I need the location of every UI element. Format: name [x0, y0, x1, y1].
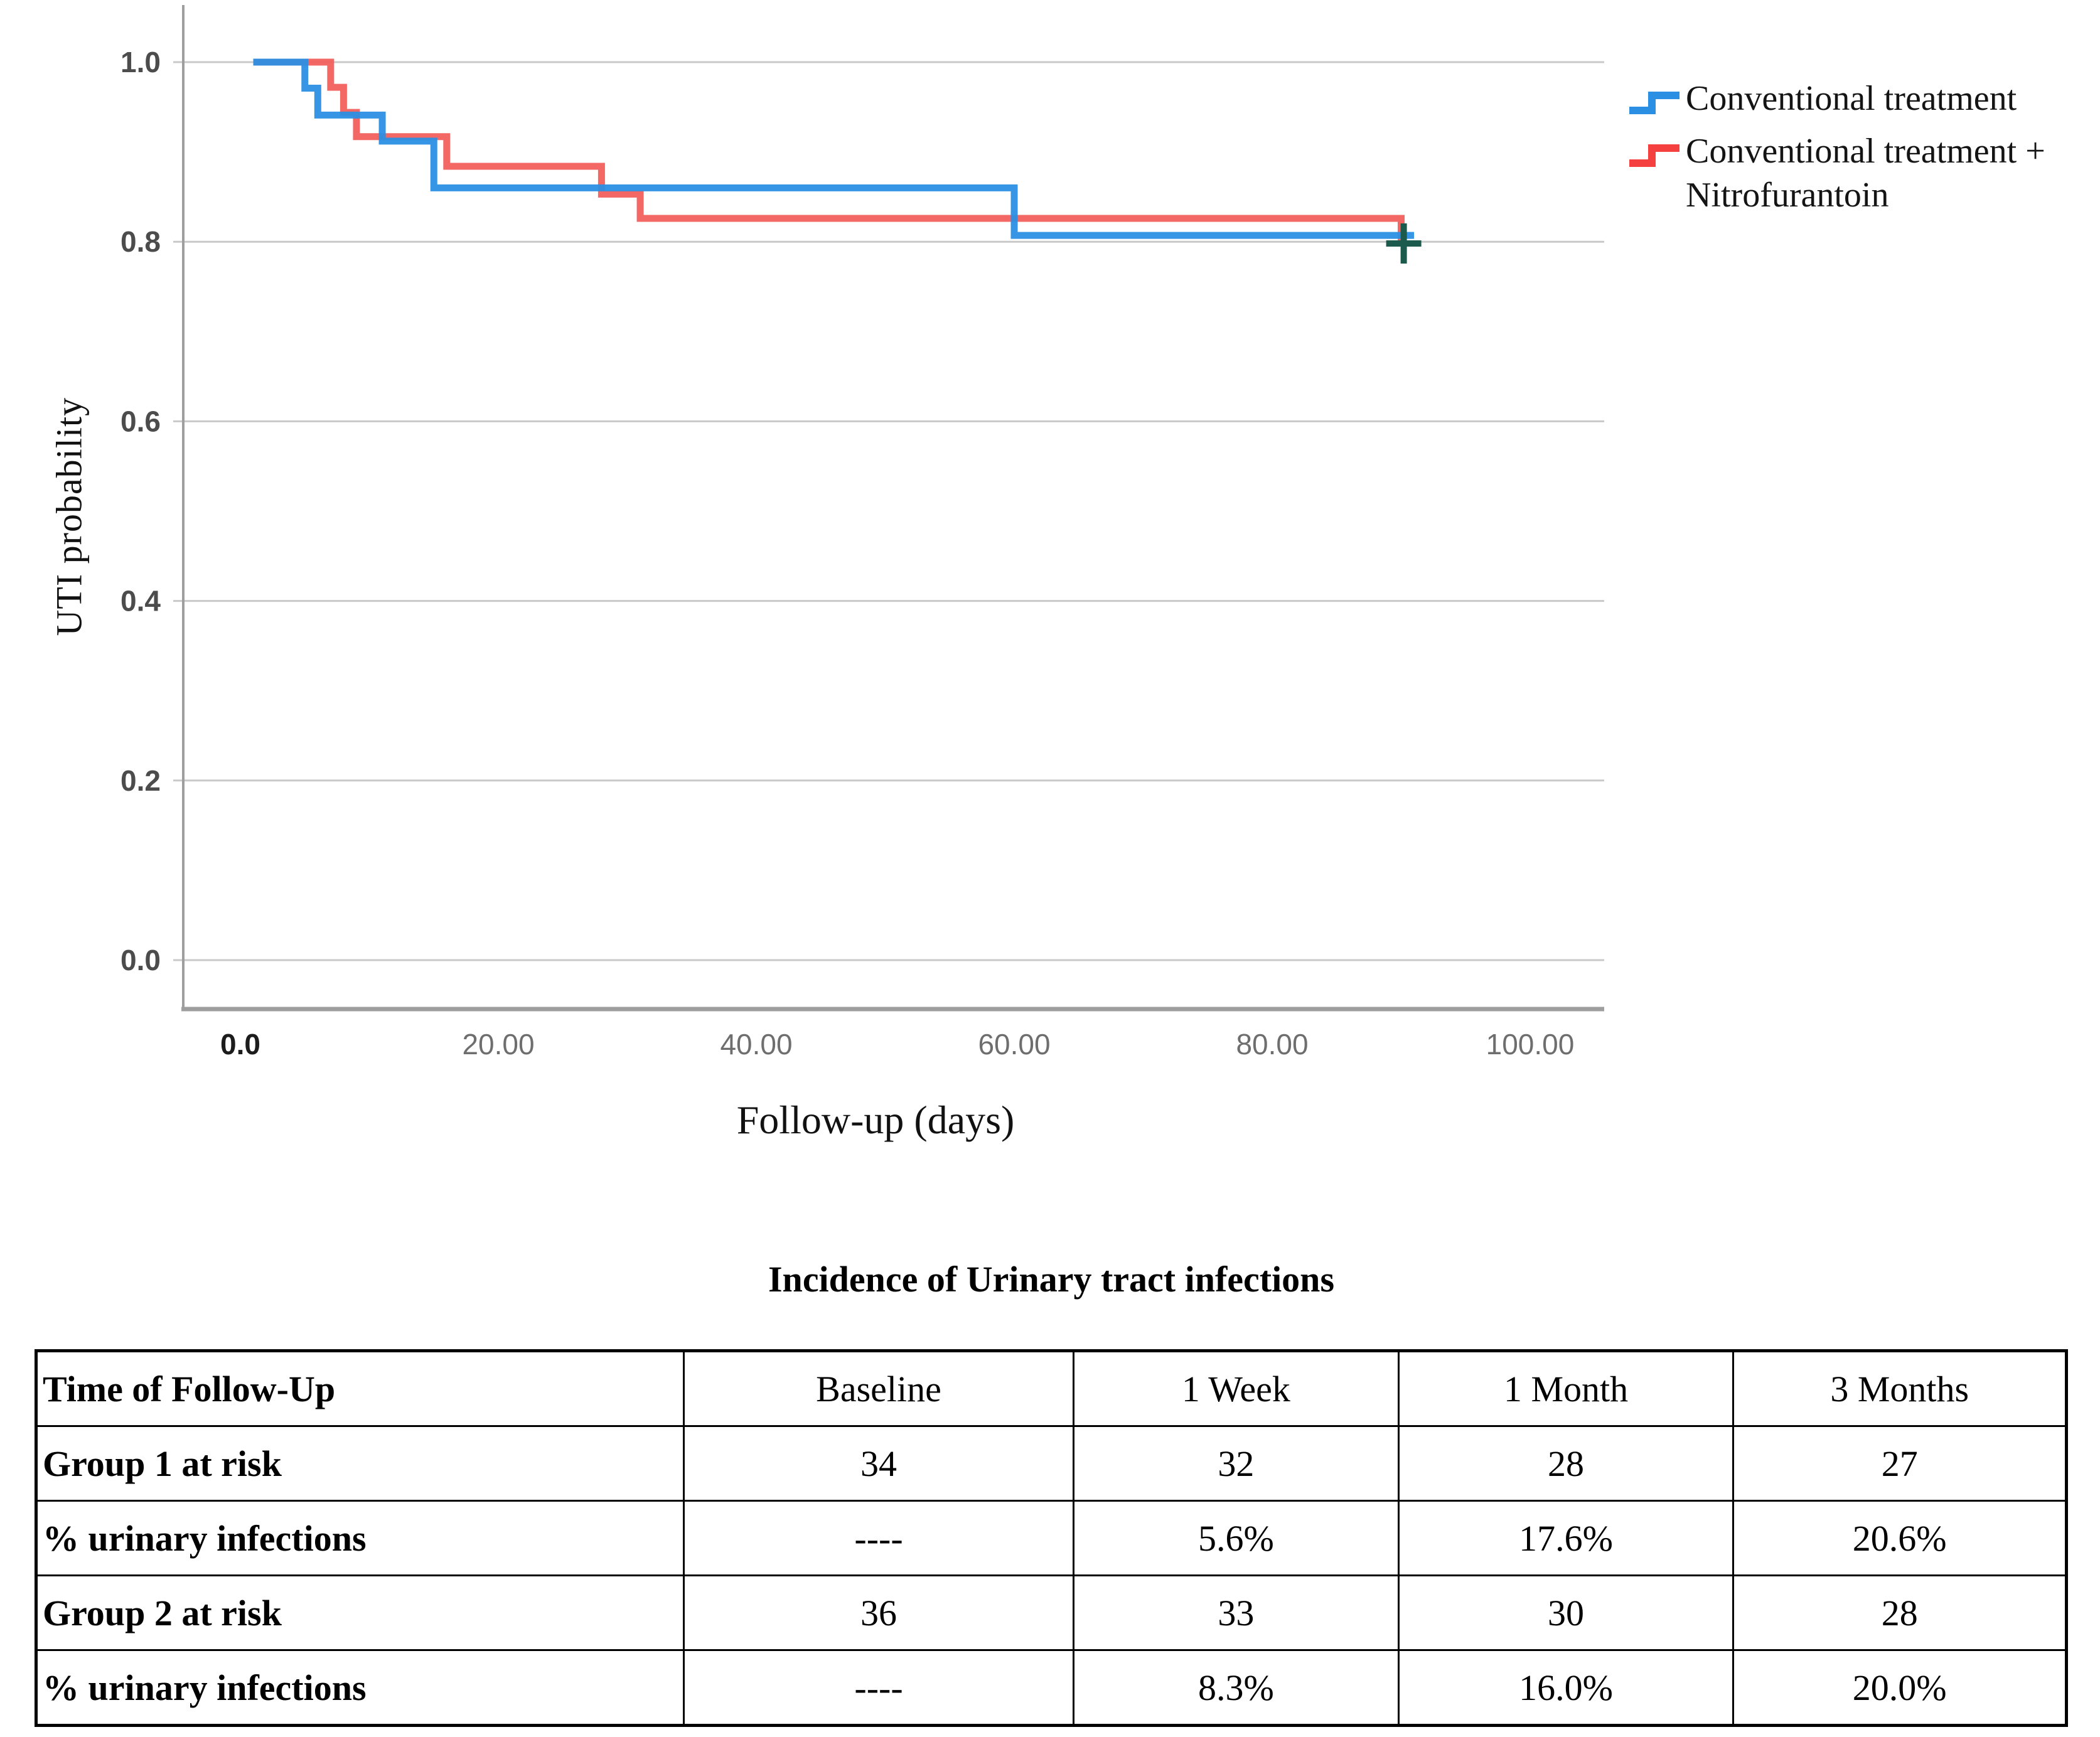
x-tick-label: 60.00 — [978, 1028, 1050, 1061]
y-tick-label: 0.8 — [121, 225, 161, 258]
table-row: Group 2 at risk 36 33 30 28 — [35, 1574, 2067, 1651]
x-tick-label: 0.0 — [220, 1028, 260, 1061]
incidence-table: Time of Follow-Up Baseline 1 Week 1 Month 3 … — [35, 1349, 2068, 1727]
x-tick-label: 100.00 — [1486, 1028, 1575, 1061]
value-cell: 30 — [1397, 1574, 1735, 1651]
legend-label-line1: Conventional treatment + — [1686, 132, 2045, 171]
table-row: % urinary infections ---- 5.6% 17.6% 20.6% — [35, 1500, 2067, 1576]
survival-curve — [253, 58, 1415, 239]
value-cell: 36 — [682, 1574, 1075, 1651]
survival-curve — [253, 58, 1405, 242]
table-header-cell: Baseline — [682, 1350, 1075, 1427]
y-tick-label: 1.0 — [121, 46, 161, 78]
step-line-icon — [1629, 92, 1679, 114]
value-cell: 16.0% — [1397, 1649, 1735, 1726]
chart-legend: Conventional treatment Conventional trea… — [1626, 77, 2090, 226]
table-title: Incidence of Urinary tract infections — [768, 1259, 1335, 1300]
row-label-cell: % urinary infections — [35, 1649, 685, 1726]
value-cell: 28 — [1397, 1425, 1735, 1502]
km-survival-chart: 1.0 0.8 0.6 0.4 0.2 0.0 0.0 20.00 40.00 60.00 80.0… — [121, 5, 1604, 1061]
legend-label: Conventional treatment — [1686, 79, 2017, 118]
value-cell: 34 — [682, 1425, 1075, 1502]
value-cell: 32 — [1073, 1425, 1400, 1502]
legend-label-line2: Nitrofurantoin — [1686, 176, 1889, 215]
x-tick-label: 20.00 — [462, 1028, 534, 1061]
value-cell: ---- — [682, 1500, 1075, 1576]
value-cell: 17.6% — [1397, 1500, 1735, 1576]
value-cell: ---- — [682, 1649, 1075, 1726]
y-tick-label: 0.2 — [121, 764, 161, 797]
table-header-cell: 1 Week — [1073, 1350, 1400, 1427]
y-tick-label: 0.0 — [121, 944, 161, 976]
table-header-cell: 3 Months — [1732, 1350, 2067, 1427]
legend-item-conventional: Conventional treatment — [1626, 77, 2090, 120]
value-cell: 20.0% — [1732, 1649, 2067, 1726]
x-axis-title: Follow-up (days) — [736, 1098, 1015, 1142]
value-cell: 20.6% — [1732, 1500, 2067, 1576]
table-header-cell: Time of Follow-Up — [35, 1350, 685, 1427]
step-line-icon — [1629, 144, 1679, 167]
x-tick-label: 80.00 — [1236, 1028, 1308, 1061]
value-cell: 5.6% — [1073, 1500, 1400, 1576]
y-tick-label: 0.4 — [121, 585, 161, 617]
incidence-table-wrap: Time of Follow-Up Baseline 1 Week 1 Month 3 … — [35, 1349, 2068, 1727]
y-axis-title: UTI probability — [48, 397, 90, 636]
value-cell: 8.3% — [1073, 1649, 1400, 1726]
row-label-cell: % urinary infections — [35, 1500, 685, 1576]
value-cell: 33 — [1073, 1574, 1400, 1651]
legend-label: Conventional treatment + Nitrofurantoin — [1686, 129, 2045, 217]
table-header-cell: 1 Month — [1397, 1350, 1735, 1427]
table-header-row: Time of Follow-Up Baseline 1 Week 1 Month 3 … — [35, 1350, 2067, 1427]
row-label-cell: Group 1 at risk — [35, 1425, 685, 1502]
legend-item-conventional-nitrofurantoin: Conventional treatment + Nitrofurantoin — [1626, 129, 2090, 217]
y-tick-label: 0.6 — [121, 405, 161, 437]
value-cell: 27 — [1732, 1425, 2067, 1502]
value-cell: 28 — [1732, 1574, 2067, 1651]
row-label-cell: Group 2 at risk — [35, 1574, 685, 1651]
x-tick-label: 40.00 — [720, 1028, 792, 1061]
table-row: % urinary infections ---- 8.3% 16.0% 20.0% — [35, 1649, 2067, 1726]
table-row: Group 1 at risk 34 32 28 27 — [35, 1425, 2067, 1502]
